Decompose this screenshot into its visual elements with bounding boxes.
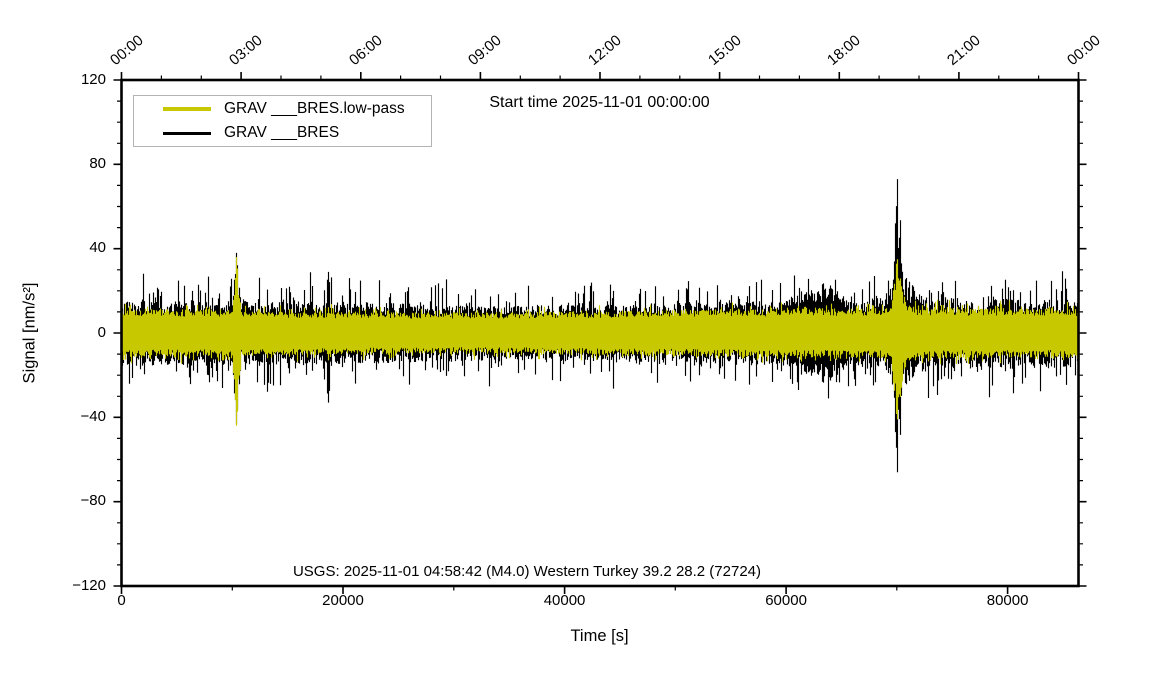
y-tick-label: −40 <box>80 407 106 425</box>
x-tick-label: 80000 <box>986 592 1029 609</box>
axis-ticks <box>117 75 1083 591</box>
y-tick-label: 0 <box>97 323 106 341</box>
x-tick-label: 20000 <box>322 592 364 609</box>
y-tick-label: 80 <box>89 154 106 172</box>
x-tick-label: 0 <box>117 592 126 609</box>
legend-label-lowpass: GRAV ___BRES.low-pass <box>224 100 405 117</box>
axis-ticks <box>113 72 1087 594</box>
legend-line-sample-raw <box>163 131 211 135</box>
x-tick-label: 40000 <box>543 592 586 609</box>
plot-frame <box>120 78 1080 588</box>
event-annotation: USGS: 2025-11-01 04:58:42 (M4.0) Western… <box>292 563 762 580</box>
legend-item-lowpass: GRAV ___BRES.low-pass <box>134 98 431 120</box>
y-tick-label: −80 <box>80 492 106 510</box>
trace-grav-bres-low-pass <box>120 257 1080 426</box>
x-axis-title: Time [s] <box>570 627 629 645</box>
legend-label-raw: GRAV ___BRES <box>224 124 340 141</box>
x-tick-label: 60000 <box>765 592 807 609</box>
legend-line-sample-lowpass <box>163 107 211 111</box>
legend: GRAV ___BRES.low-pass GRAV ___BRES <box>133 95 432 147</box>
y-tick-label: 120 <box>80 70 106 88</box>
y-tick-label: −120 <box>72 576 106 594</box>
plot-title: Start time 2025-11-01 00:00:00 <box>489 94 710 111</box>
y-tick-label: 40 <box>89 239 106 257</box>
y-axis-title: Signal [nm/s²] <box>20 282 39 384</box>
legend-item-raw: GRAV ___BRES <box>134 122 431 144</box>
